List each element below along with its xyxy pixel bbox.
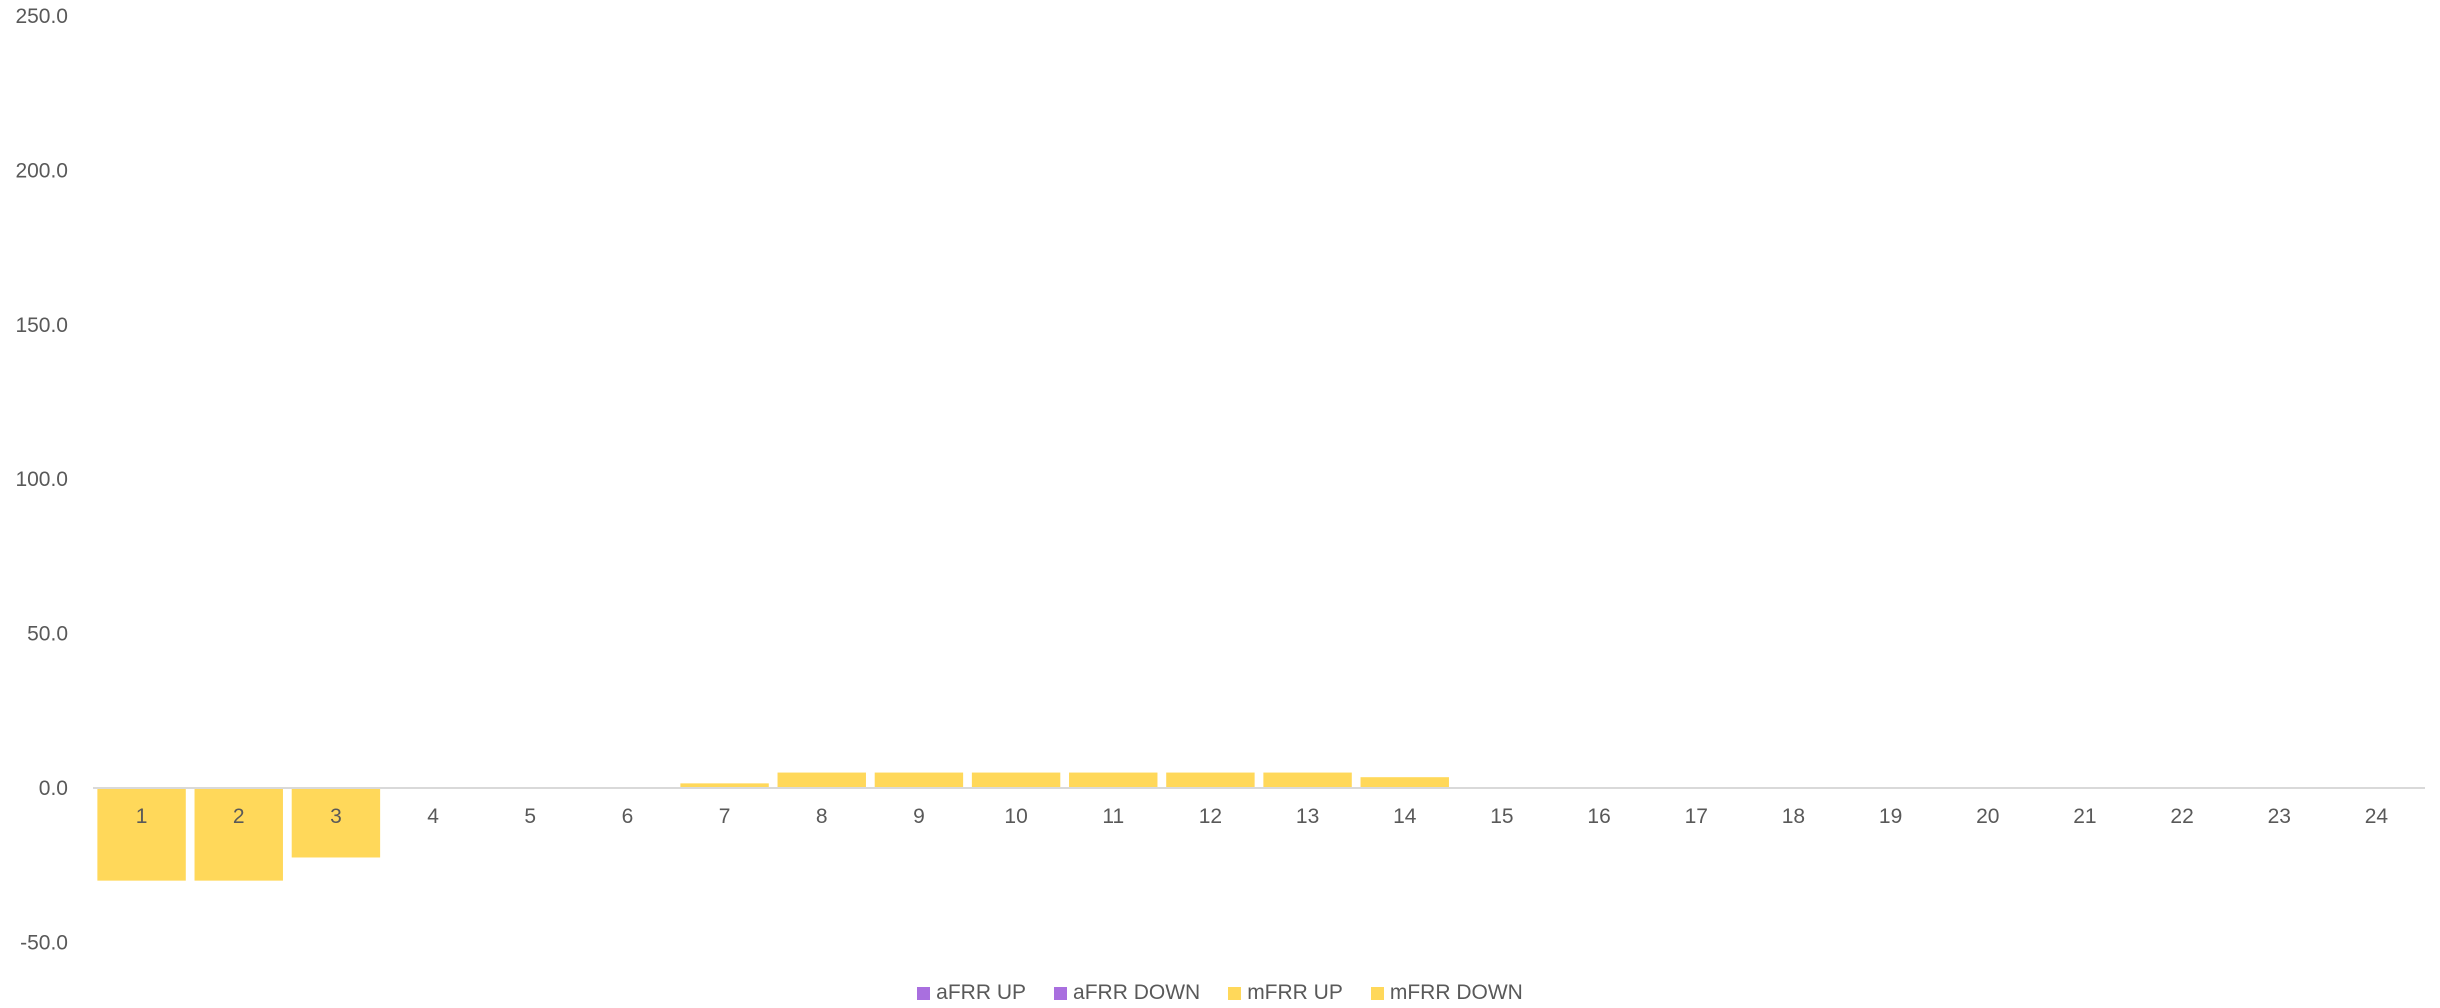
legend-label: mFRR DOWN [1389, 981, 1523, 1004]
bars [97, 772, 1449, 881]
x-axis-ticks: 1 2 3 4 5 6 7 8 9 10 11 12 13 14 15 16 17 18 19 20 21 22 23 24 [136, 805, 2389, 828]
bar-mfrr-down-3 [291, 788, 381, 858]
x-tick-label: 6 [622, 805, 634, 828]
x-tick-label: 11 [1102, 805, 1124, 828]
bar-mfrr-up-11 [1069, 772, 1158, 788]
bar-mfrr-up-7 [680, 783, 769, 788]
x-tick-label: 20 [1976, 805, 1999, 828]
bar-mfrr-down-1 [97, 788, 186, 881]
x-tick-label: 10 [1004, 805, 1027, 828]
x-tick-label: 18 [1782, 805, 1805, 828]
x-tick-label: 9 [913, 805, 925, 828]
x-tick-label: 16 [1587, 805, 1610, 828]
legend-swatch [1228, 986, 1242, 1000]
x-tick-label: 5 [524, 805, 536, 828]
x-tick-label: 21 [2073, 805, 2096, 828]
x-tick-label: 23 [2268, 805, 2291, 828]
x-tick-label: 13 [1296, 805, 1319, 828]
legend: aFRR UP aFRR DOWN mFRR UP mFRR DOWN [0, 978, 2440, 1008]
y-tick-label: -50.0 [20, 931, 68, 954]
legend-swatch [1370, 986, 1384, 1000]
y-tick-label: 50.0 [27, 623, 68, 646]
legend-swatch [1054, 986, 1068, 1000]
legend-swatch [917, 986, 931, 1000]
x-tick-label: 15 [1490, 805, 1513, 828]
x-tick-label: 3 [330, 805, 342, 828]
bar-mfrr-up-9 [874, 772, 964, 788]
legend-label: aFRR UP [936, 981, 1027, 1004]
bar-mfrr-down-2 [194, 788, 283, 881]
y-axis-ticks: 250.0 200.0 150.0 100.0 50.0 0.0 -50.0 [15, 5, 68, 954]
x-tick-label: 24 [2365, 805, 2389, 828]
bar-mfrr-up-14 [1360, 777, 1449, 788]
x-tick-label: 12 [1199, 805, 1222, 828]
bar-mfrr-up-12 [1166, 772, 1255, 788]
legend-item: mFRR UP [1228, 981, 1343, 1005]
y-tick-label: 0.0 [39, 777, 68, 800]
bar-mfrr-up-13 [1263, 772, 1352, 788]
x-tick-label: 14 [1393, 805, 1417, 828]
y-tick-label: 250.0 [15, 5, 68, 28]
legend-label: mFRR UP [1247, 981, 1343, 1004]
legend-item: aFRR UP [917, 981, 1026, 1005]
bar-mfrr-up-10 [971, 772, 1061, 788]
x-tick-label: 8 [816, 805, 828, 828]
legend-item: mFRR DOWN [1370, 981, 1523, 1005]
x-tick-label: 7 [719, 805, 731, 828]
x-tick-label: 22 [2170, 805, 2193, 828]
x-tick-label: 17 [1685, 805, 1708, 828]
x-tick-label: 1 [136, 805, 148, 828]
y-tick-label: 100.0 [15, 468, 68, 491]
bar-mfrr-up-8 [777, 772, 866, 788]
legend-label: aFRR DOWN [1073, 981, 1201, 1004]
y-tick-label: 150.0 [15, 314, 68, 337]
y-tick-label: 200.0 [15, 159, 68, 182]
x-tick-label: 4 [427, 805, 439, 828]
legend-item: aFRR DOWN [1054, 981, 1200, 1005]
x-tick-label: 19 [1879, 805, 1902, 828]
x-tick-label: 2 [233, 805, 245, 828]
